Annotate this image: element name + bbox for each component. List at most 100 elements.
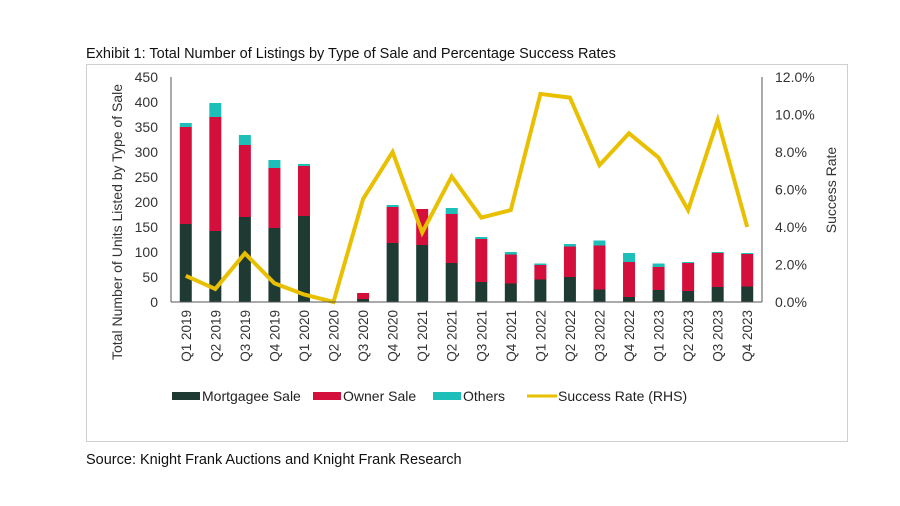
bar-others — [179, 123, 192, 127]
bar-others — [209, 103, 222, 117]
legend-label: Others — [463, 388, 505, 404]
x-tick-label: Q1 2020 — [297, 310, 312, 362]
right-axis-ticks: 0.0% 2.0% 4.0% 6.0% 8.0% 10.0% 12.0% — [775, 69, 815, 310]
bar-mortgagee-sale — [563, 277, 576, 302]
bar-owner-sale — [386, 207, 399, 243]
bar-others — [504, 252, 517, 255]
x-tick-label: Q4 2021 — [504, 310, 519, 362]
x-tick-label: Q2 2023 — [681, 310, 696, 362]
bar-others — [297, 164, 310, 166]
bar-mortgagee-sale — [357, 299, 370, 302]
bar-mortgagee-sale — [504, 283, 517, 302]
x-tick-label: Q3 2019 — [238, 310, 253, 362]
left-axis-ticks: 0 50 100 150 200 250 300 350 400 450 — [135, 69, 159, 310]
bar-owner-sale — [179, 127, 192, 224]
bar-mortgagee-sale — [534, 279, 547, 302]
bar-mortgagee-sale — [475, 282, 488, 302]
x-tick-label: Q4 2022 — [622, 310, 637, 362]
bar-mortgagee-sale — [711, 287, 724, 302]
bar-others — [593, 240, 606, 246]
legend-label: Success Rate (RHS) — [558, 388, 687, 404]
bar-mortgagee-sale — [593, 289, 606, 302]
x-tick-label: Q2 2022 — [563, 310, 578, 362]
bar-owner-sale — [534, 265, 547, 280]
legend-others: Others — [433, 388, 505, 404]
bar-mortgagee-sale — [741, 286, 754, 302]
x-tick-label: Q2 2021 — [445, 310, 460, 362]
right-axis-title: Success Rate — [823, 147, 839, 234]
x-tick-label: Q3 2020 — [356, 310, 371, 362]
legend-success-rate: Success Rate (RHS) — [527, 388, 687, 404]
bar-owner-sale — [357, 293, 370, 299]
left-tick-label: 300 — [135, 144, 159, 160]
right-tick-label: 12.0% — [775, 69, 815, 85]
bar-mortgagee-sale — [297, 216, 310, 302]
legend-swatch — [313, 392, 341, 400]
right-tick-label: 10.0% — [775, 107, 815, 123]
bar-owner-sale — [475, 239, 488, 282]
left-tick-label: 200 — [135, 194, 159, 210]
legend: Mortgagee Sale Owner Sale Others Success Ra… — [172, 388, 687, 404]
bar-owner-sale — [563, 246, 576, 277]
bar-others — [475, 237, 488, 239]
x-tick-label: Q3 2022 — [592, 310, 607, 362]
legend-swatch — [433, 392, 461, 400]
bar-mortgagee-sale — [209, 231, 222, 302]
bar-others — [534, 263, 547, 265]
bar-mortgagee-sale — [268, 228, 281, 302]
x-tick-label: Q2 2020 — [327, 310, 342, 362]
x-tick-label: Q1 2021 — [415, 310, 430, 362]
bar-owner-sale — [268, 168, 281, 228]
bar-others — [652, 263, 665, 267]
bar-others — [711, 252, 724, 253]
bar-mortgagee-sale — [179, 224, 192, 302]
x-tick-label: Q2 2019 — [208, 310, 223, 362]
bar-others — [238, 135, 251, 145]
left-tick-label: 350 — [135, 119, 159, 135]
bar-mortgagee-sale — [682, 291, 695, 302]
left-tick-label: 100 — [135, 244, 159, 260]
bar-owner-sale — [593, 245, 606, 290]
bar-mortgagee-sale — [386, 243, 399, 302]
bar-others — [445, 208, 458, 214]
x-tick-label: Q3 2021 — [474, 310, 489, 362]
x-tick-label: Q1 2019 — [179, 310, 194, 362]
legend-mortgagee-sale: Mortgagee Sale — [172, 388, 301, 404]
bar-mortgagee-sale — [445, 263, 458, 302]
left-axis-title: Total Number of Units Listed by Type of … — [109, 84, 125, 360]
left-tick-label: 250 — [135, 169, 159, 185]
right-tick-label: 6.0% — [775, 182, 807, 198]
left-tick-label: 450 — [135, 69, 159, 85]
bar-others — [268, 160, 281, 168]
legend-label: Owner Sale — [343, 388, 416, 404]
bar-mortgagee-sale — [652, 290, 665, 302]
chart-frame — [86, 64, 848, 442]
chart-title: Exhibit 1: Total Number of Listings by T… — [86, 46, 616, 62]
bar-owner-sale — [238, 145, 251, 217]
source-note: Source: Knight Frank Auctions and Knight… — [86, 452, 462, 468]
x-tick-label: Q3 2023 — [711, 310, 726, 362]
left-tick-label: 0 — [150, 294, 158, 310]
right-tick-label: 0.0% — [775, 294, 807, 310]
x-tick-label: Q4 2023 — [740, 310, 755, 362]
bar-others — [386, 205, 399, 207]
bar-others — [563, 244, 576, 247]
right-tick-label: 2.0% — [775, 257, 807, 273]
bar-mortgagee-sale — [238, 217, 251, 302]
bar-others — [741, 253, 754, 254]
x-tick-label: Q4 2019 — [267, 310, 282, 362]
bar-owner-sale — [652, 267, 665, 290]
bar-owner-sale — [623, 262, 636, 297]
right-tick-label: 4.0% — [775, 219, 807, 235]
bar-owner-sale — [711, 253, 724, 287]
left-tick-label: 150 — [135, 219, 159, 235]
x-tick-label: Q1 2023 — [652, 310, 667, 362]
x-axis-ticks: Q1 2019 Q2 2019 Q3 2019 Q4 2019 Q1 2020 Q2 20… — [179, 310, 755, 362]
bar-mortgagee-sale — [416, 245, 429, 302]
success-rate-line — [184, 91, 750, 305]
left-tick-label: 50 — [142, 269, 158, 285]
bar-owner-sale — [504, 254, 517, 284]
success-rate-line-layer — [184, 91, 750, 305]
x-tick-label: Q4 2020 — [386, 310, 401, 362]
bar-others — [682, 262, 695, 263]
